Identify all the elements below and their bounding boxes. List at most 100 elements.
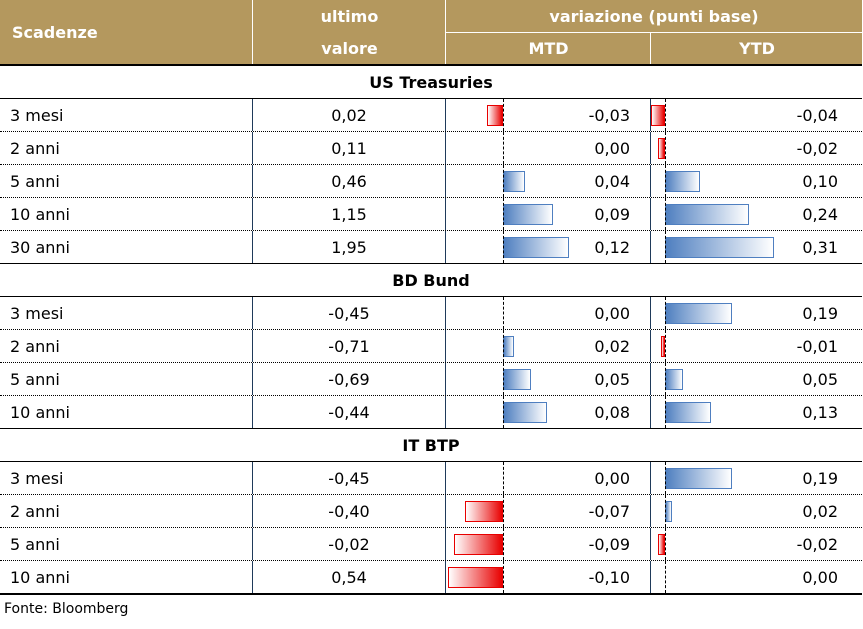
ytd-value: 0,24 [802, 204, 838, 224]
ytd-value: 0,19 [802, 468, 838, 488]
last-value: -0,44 [252, 396, 445, 428]
ytd-value: 0,13 [802, 402, 838, 422]
mtd-value: 0,00 [594, 468, 630, 488]
header-ultimo: ultimo [252, 0, 446, 33]
mtd-bar [486, 105, 503, 126]
ytd-bar [665, 171, 701, 192]
header-valore: valore [252, 33, 446, 64]
ytd-value: 0,00 [802, 567, 838, 587]
zero-axis [665, 363, 666, 395]
zero-axis [665, 396, 666, 428]
zero-axis [665, 231, 666, 263]
ytd-cell: 0,13 [650, 396, 862, 428]
mtd-cell: 0,04 [445, 165, 650, 197]
mtd-cell: 0,00 [445, 462, 650, 494]
zero-axis [503, 561, 504, 593]
ytd-bar [657, 138, 665, 159]
ytd-value: 0,31 [802, 237, 838, 257]
mtd-bar [503, 204, 553, 225]
yield-table: Scadenze ultimo valore variazione (punti… [0, 0, 862, 595]
maturity-label: 2 anni [10, 336, 60, 356]
table-row: 3 mesi -0,45 0,00 0,19 [0, 462, 862, 495]
zero-axis [665, 198, 666, 230]
table-row: 3 mesi 0,02 -0,03 -0,04 [0, 99, 862, 132]
zero-axis [503, 231, 504, 263]
zero-axis [665, 495, 666, 527]
mtd-bar [503, 171, 525, 192]
ytd-bar [661, 336, 665, 357]
last-value: 0,02 [252, 99, 445, 131]
last-value: 0,46 [252, 165, 445, 197]
ytd-value: 0,10 [802, 171, 838, 191]
mtd-bar [448, 567, 503, 588]
maturity-label: 10 anni [10, 402, 70, 422]
last-value: 1,95 [252, 231, 445, 263]
zero-axis [503, 462, 504, 494]
table-row: 5 anni 0,46 0,04 0,10 [0, 165, 862, 198]
header-scadenze: Scadenze [12, 22, 98, 42]
ytd-value: 0,05 [802, 369, 838, 389]
mtd-cell: 0,00 [445, 297, 650, 329]
mtd-cell: -0,10 [445, 561, 650, 593]
mtd-bar [464, 501, 503, 522]
zero-axis [665, 297, 666, 329]
maturity-label: 3 mesi [10, 303, 64, 323]
mtd-value: -0,09 [588, 534, 630, 554]
mtd-value: 0,08 [594, 402, 630, 422]
ytd-value: -0,02 [796, 534, 838, 554]
last-value: -0,45 [252, 297, 445, 329]
ytd-cell: -0,02 [650, 528, 862, 560]
ytd-value: -0,04 [796, 105, 838, 125]
table-header: Scadenze ultimo valore variazione (punti… [0, 0, 862, 66]
header-mtd: MTD [445, 33, 651, 64]
ytd-bar [665, 468, 732, 489]
table-row: 5 anni -0,02 -0,09 -0,02 [0, 528, 862, 561]
maturity-label: 5 anni [10, 171, 60, 191]
last-value: -0,40 [252, 495, 445, 527]
mtd-value: -0,10 [588, 567, 630, 587]
zero-axis [503, 330, 504, 362]
ytd-cell: 0,02 [650, 495, 862, 527]
table-row: 2 anni 0,11 0,00 -0,02 [0, 132, 862, 165]
maturity-label: 5 anni [10, 534, 60, 554]
zero-axis [503, 297, 504, 329]
mtd-cell: 0,09 [445, 198, 650, 230]
source-note: Fonte: Bloomberg [4, 601, 129, 617]
mtd-value: 0,12 [594, 237, 630, 257]
maturity-label: 10 anni [10, 204, 70, 224]
zero-axis [503, 396, 504, 428]
mtd-value: 0,02 [594, 336, 630, 356]
mtd-cell: 0,00 [445, 132, 650, 164]
table-row: 10 anni 1,15 0,09 0,24 [0, 198, 862, 231]
zero-axis [503, 528, 504, 560]
section-title: BD Bund [0, 264, 862, 297]
table-row: 10 anni -0,44 0,08 0,13 [0, 396, 862, 429]
ytd-value: -0,01 [796, 336, 838, 356]
table-row: 5 anni -0,69 0,05 0,05 [0, 363, 862, 396]
mtd-bar [503, 369, 531, 390]
zero-axis [665, 528, 666, 560]
last-value: -0,02 [252, 528, 445, 560]
section-title: US Treasuries [0, 66, 862, 99]
last-value: -0,71 [252, 330, 445, 362]
header-variazione: variazione (punti base) [445, 0, 862, 33]
ytd-cell: 0,10 [650, 165, 862, 197]
mtd-bar [503, 402, 547, 423]
table-row: 2 anni -0,40 -0,07 0,02 [0, 495, 862, 528]
zero-axis [665, 165, 666, 197]
ytd-bar [665, 303, 732, 324]
ytd-value: -0,02 [796, 138, 838, 158]
header-ytd: YTD [650, 33, 863, 64]
last-value: 0,11 [252, 132, 445, 164]
mtd-value: 0,00 [594, 138, 630, 158]
ytd-bar [657, 534, 665, 555]
mtd-value: 0,09 [594, 204, 630, 224]
mtd-value: -0,07 [588, 501, 630, 521]
ytd-bar [665, 501, 673, 522]
ytd-cell: -0,01 [650, 330, 862, 362]
ytd-bar [665, 369, 683, 390]
maturity-label: 2 anni [10, 501, 60, 521]
last-value: -0,45 [252, 462, 445, 494]
mtd-value: 0,00 [594, 303, 630, 323]
zero-axis [665, 462, 666, 494]
